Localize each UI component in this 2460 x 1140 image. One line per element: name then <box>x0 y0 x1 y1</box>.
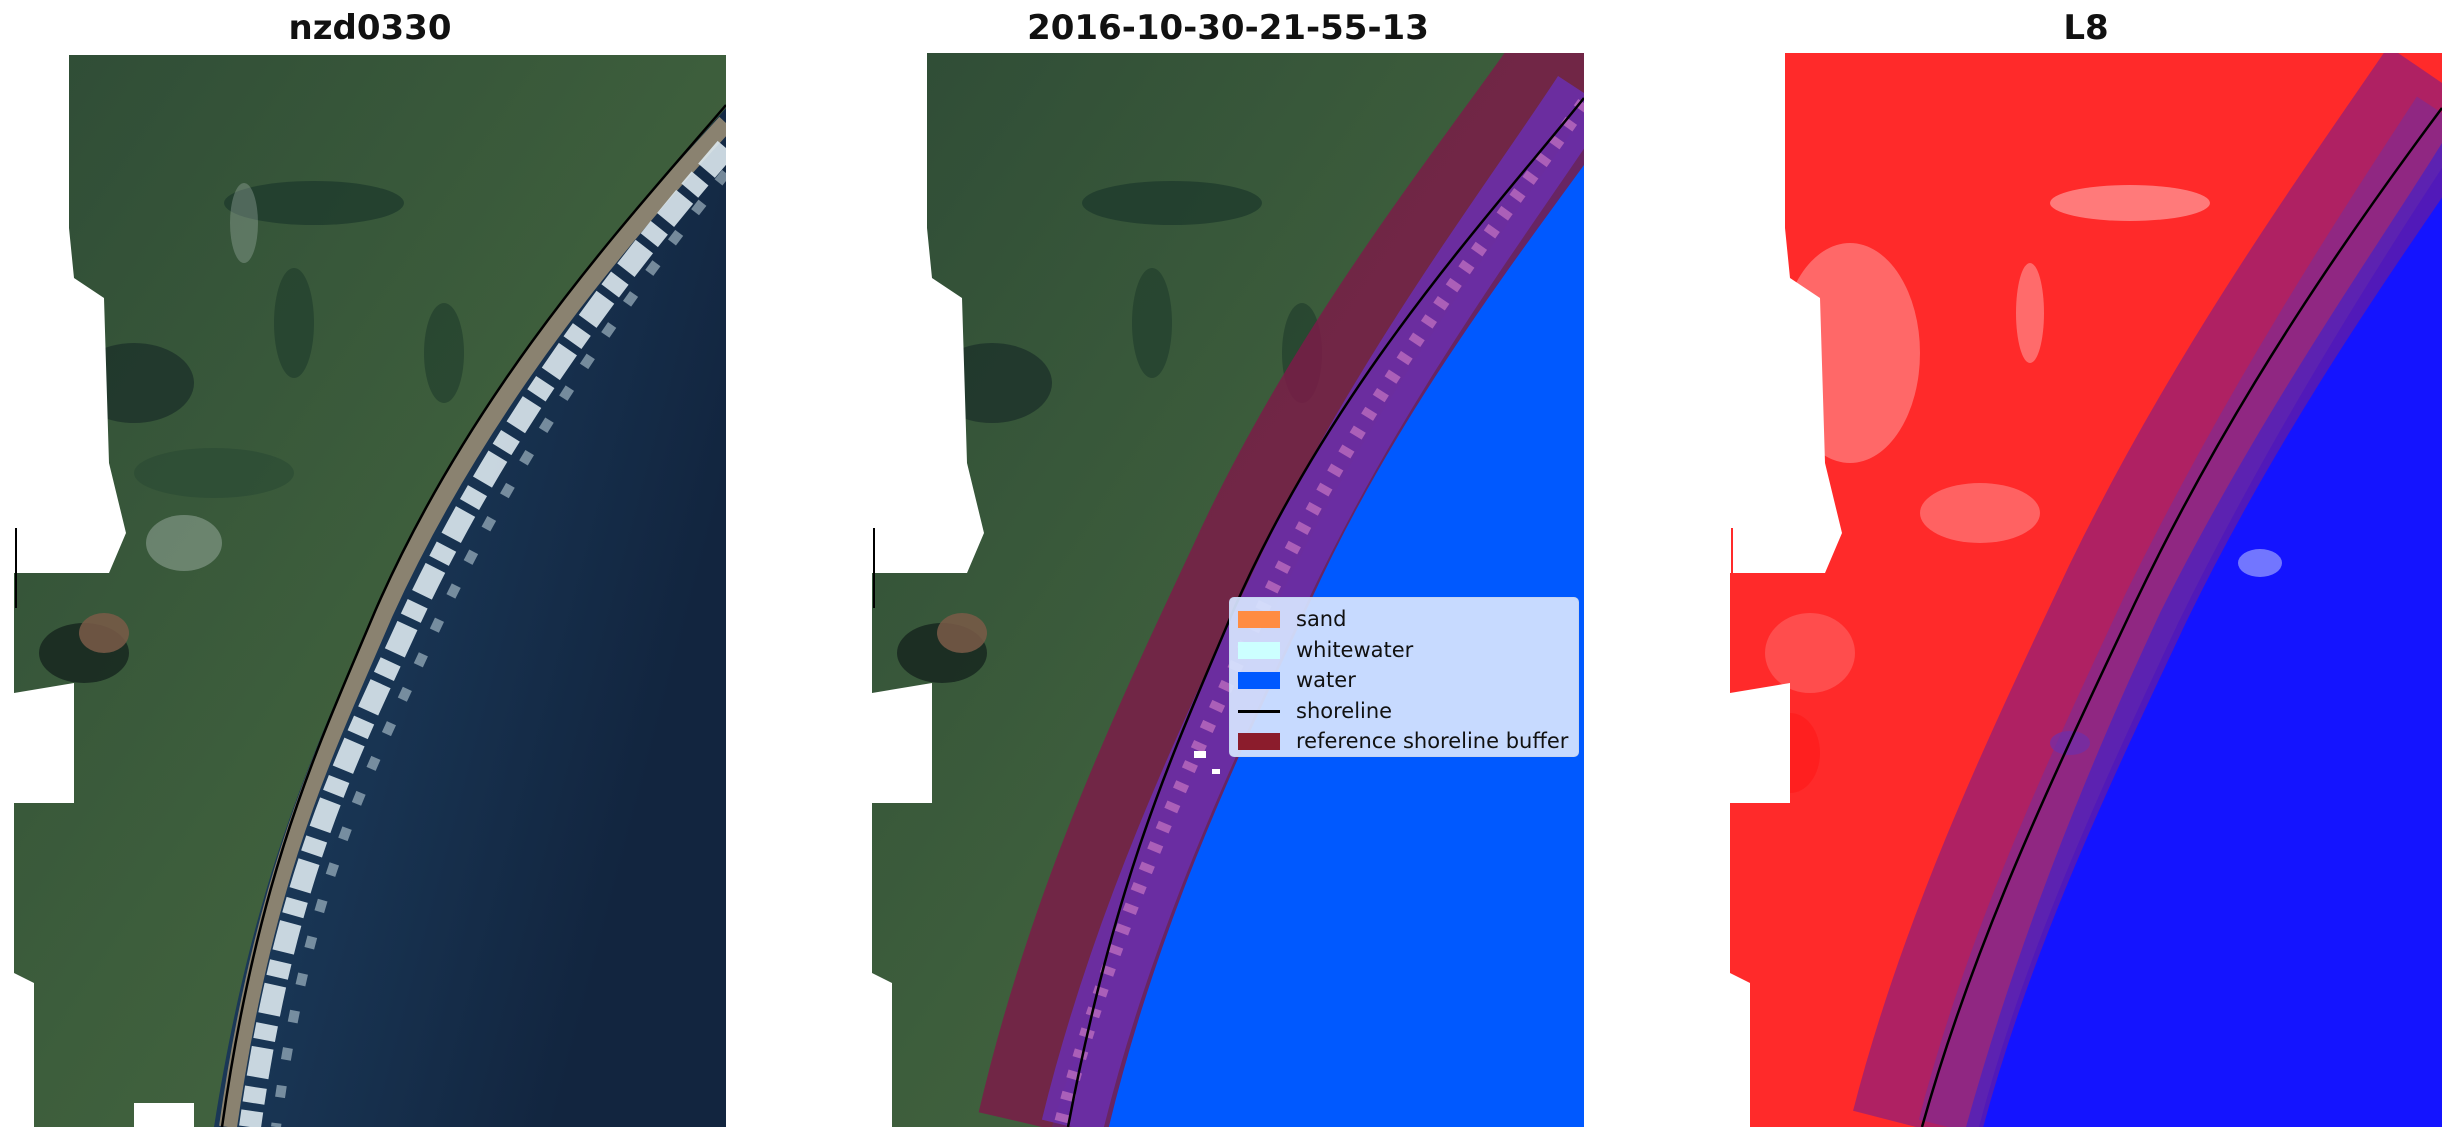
legend: sand whitewater water shoreline referenc… <box>1229 597 1579 757</box>
legend-item-shoreline: shoreline <box>1230 696 1578 727</box>
legend-item-whitewater: whitewater <box>1230 635 1578 666</box>
index-image-panel <box>1730 53 2442 1127</box>
legend-label-sand: sand <box>1296 607 1347 631</box>
legend-item-buffer: reference shoreline buffer <box>1230 726 1578 757</box>
legend-swatch-sand <box>1238 611 1280 628</box>
classified-image-panel <box>872 53 1584 1127</box>
legend-label-shoreline: shoreline <box>1296 698 1393 723</box>
panel-title-classified: 2016-10-30-21-55-13 <box>1027 8 1429 48</box>
panel-title-rgb: nzd0330 <box>288 8 452 48</box>
legend-label-whitewater: whitewater <box>1296 637 1414 662</box>
legend-label-buffer: reference shoreline buffer <box>1296 729 1569 753</box>
legend-swatch-whitewater <box>1238 641 1280 659</box>
legend-item-water: water <box>1230 665 1578 696</box>
panel-title-index: L8 <box>2063 8 2109 48</box>
legend-swatch-buffer <box>1238 733 1280 750</box>
legend-line-shoreline <box>1238 709 1280 713</box>
rgb-image <box>14 53 726 1127</box>
legend-label-water: water <box>1296 668 1356 692</box>
rgb-image-panel <box>14 53 726 1127</box>
legend-swatch-water <box>1238 672 1280 689</box>
classified-image <box>872 53 1584 1127</box>
legend-item-sand: sand <box>1230 604 1578 635</box>
index-image <box>1730 53 2442 1127</box>
